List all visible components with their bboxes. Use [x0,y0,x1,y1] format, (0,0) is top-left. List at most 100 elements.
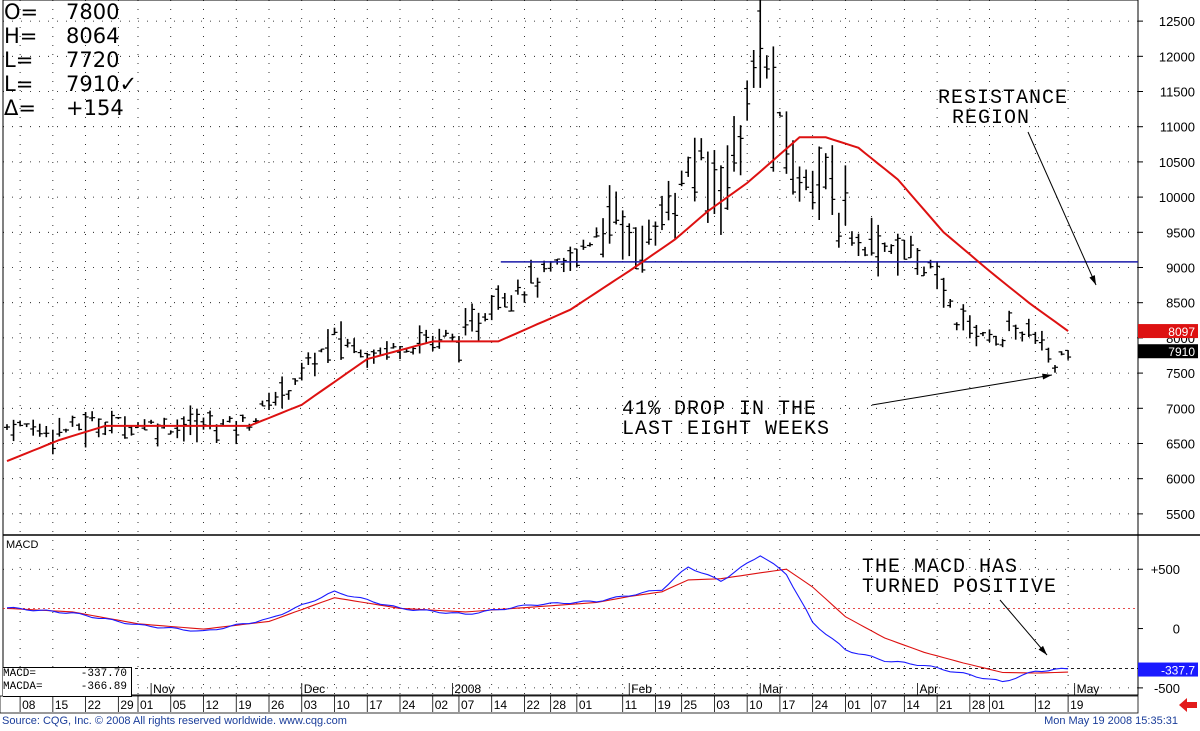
week-tick-label: 01 [847,698,861,712]
ohlc-bar [580,239,587,250]
week-tick-label: 05 [173,698,187,712]
ohlc-bar [89,411,96,422]
ohlc-bar [717,165,724,235]
ma-last-tag: 8097 [1168,325,1195,339]
ohlc-bar [128,425,135,436]
week-tick-label: 25 [684,698,698,712]
ohlc-bar [154,423,161,447]
ohlc-bar [436,328,443,349]
ohlc-bar [750,49,757,88]
ohlc-bar [652,221,659,246]
ohlc-bar [311,352,318,377]
ohlc-bar [757,0,764,88]
ohlc-bar [82,411,89,448]
ohlc-bar [790,140,796,195]
week-tick-label: 10 [337,698,351,712]
ohlc-bar [567,246,574,271]
ma-last-tag-bg [1138,324,1198,339]
week-tick-label: 24 [402,698,416,712]
week-tick-label: 26 [271,698,285,712]
ohlc-bar [167,430,174,435]
macda-readout-label: MACDA= [3,681,43,693]
week-tick-label: 24 [815,698,829,712]
ohlc-bar [586,242,593,247]
price-tags: 8097 7910 -337.7 [1138,324,1198,678]
back-arrow-icon[interactable] [1179,697,1197,713]
week-tick-label: 15 [55,698,69,712]
ohlc-bar [691,137,698,202]
ohlc-bar [993,335,1000,346]
ohlc-bar [1065,349,1072,360]
macd-axis-tick-label: +500 [1151,562,1180,577]
ohlc-bar [894,233,901,276]
ohlc-bar [200,417,207,430]
ohlc-bar [469,303,476,332]
ohlc-bar [1032,331,1039,344]
month-tick-label: Mar [762,682,783,696]
ohlc-bar [514,279,521,295]
ohlc-bar [986,329,993,343]
ohlc-bar [30,419,37,436]
week-tick-label: 07 [874,698,888,712]
ohlc-bar [842,165,849,226]
ohlc-bar [632,227,639,270]
ohlc-bar [731,116,738,172]
ohlc-bar [1025,318,1032,338]
drop-annotation-line: LAST EIGHT WEEKS [622,418,830,441]
week-tick-label: 22 [526,698,540,712]
ohlc-bar [141,419,148,431]
ohlc-bar [69,415,76,427]
ohlc-bar [953,322,960,331]
macd-arrow-shaft [999,599,1048,656]
resistance-annotation-line: RESISTANCE [938,87,1068,110]
ohlc-bar [999,338,1006,348]
ohlc-bar [573,248,580,268]
price-axis-tick-label: 11500 [1160,85,1195,100]
source-footer: Source: CQG, Inc. © 2008 All rights rese… [2,715,347,727]
ohlc-bar [259,400,266,407]
ohlc-bar [1045,347,1052,363]
ohlc-bar [665,180,672,221]
ohlc-bar [76,423,83,431]
macd-layer: MACD [6,539,1069,683]
ohlc-bar [1058,351,1065,356]
price-axis-tick-label: 6500 [1166,436,1195,451]
moving-average-line [6,136,1069,463]
readout-last: L= 7910✓ [4,72,137,96]
week-tick-label: 21 [939,698,953,712]
ohlc-bar [672,192,679,240]
ohlc-bar [796,166,803,202]
ohlc-bar [17,420,24,427]
ohlc-bar [56,417,63,437]
ohlc-bar [115,417,122,420]
week-tick-label: 07 [461,698,475,712]
y-axis-ticks: 5500600065007000750080008500900095001000… [1138,14,1195,696]
week-tick-label: 12 [206,698,220,712]
price-axis-tick-label: 12000 [1159,49,1195,64]
month-tick-label: Apr [919,682,938,696]
ohlc-bar [685,156,692,177]
ohlc-bar [508,295,515,312]
ohlc-bar [626,223,633,257]
week-tick-label: 03 [304,698,318,712]
macd-readout-label: MACD= [3,668,37,680]
ohlc-bar [534,277,541,298]
ohlc-bar [921,266,927,277]
macd-last-tag-bg [1138,662,1198,677]
ohlc-bar [744,80,751,121]
ohlc-bar [960,304,967,331]
ohlc-bar [383,341,390,360]
ohlc-bar [429,335,436,351]
ohlc-bar [901,239,908,260]
ohlc-bar [213,424,220,443]
drop-arrow-shaft [871,374,1053,406]
ohlc-bar [239,414,246,422]
drop-annotation-line: 41% DROP IN THE [622,398,817,421]
ohlc-bar [423,329,430,344]
price-axis-tick-label: 10000 [1159,190,1195,205]
readout-value: 8064 [66,24,120,48]
ohlc-bar [934,262,941,290]
readout-label: Δ= [4,96,36,120]
ohlc-bar [501,292,508,308]
